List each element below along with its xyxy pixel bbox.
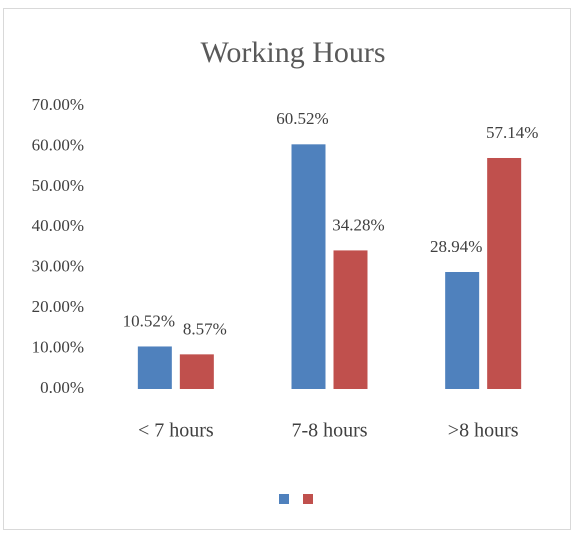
bar [333, 250, 368, 389]
y-tick-label: 60.00% [32, 135, 84, 154]
y-tick-label: 40.00% [32, 216, 84, 235]
y-tick-label: 10.00% [32, 337, 84, 356]
y-tick-label: 0.00% [40, 378, 84, 397]
x-tick-label: >8 hours [448, 420, 519, 442]
bar [291, 144, 326, 389]
chart-title: Working Hours [200, 36, 385, 69]
bar [487, 157, 522, 389]
y-tick-label: 50.00% [32, 176, 84, 195]
x-tick-label: 7-8 hours [291, 420, 367, 442]
data-label: 60.52% [276, 109, 328, 128]
legend-swatch [279, 494, 289, 504]
bar [137, 346, 172, 389]
data-label: 34.28% [332, 215, 384, 234]
data-label: 8.57% [183, 319, 227, 338]
bar [179, 354, 214, 389]
y-tick-label: 30.00% [32, 257, 84, 276]
data-label: 28.94% [430, 237, 482, 256]
data-label: 10.52% [123, 311, 175, 330]
chart-border [3, 8, 571, 530]
y-tick-label: 70.00% [32, 95, 84, 114]
data-label: 57.14% [486, 123, 538, 142]
legend-swatch [303, 494, 313, 504]
y-tick-label: 20.00% [32, 297, 84, 316]
bar [445, 271, 480, 389]
x-tick-label: < 7 hours [138, 420, 214, 442]
